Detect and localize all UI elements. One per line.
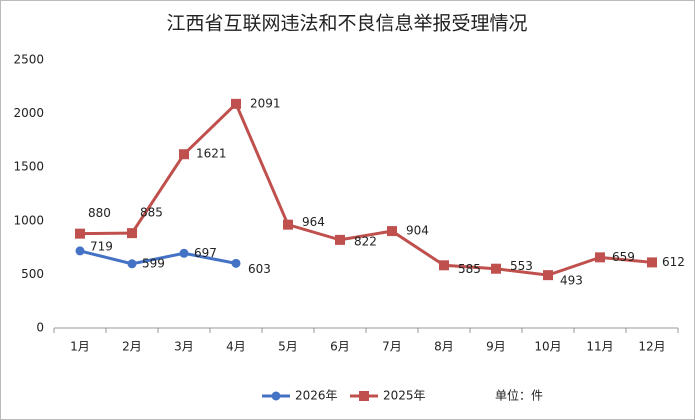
data-label: 2091 [250, 96, 281, 110]
marker [439, 260, 449, 271]
marker [283, 219, 293, 230]
data-label: 603 [248, 262, 271, 276]
x-tick-label: 1月 [70, 340, 90, 354]
x-tick-label: 6月 [330, 340, 350, 354]
data-label: 1621 [196, 147, 227, 161]
chart-title: 江西省互联网违法和不良信息举报受理情况 [166, 13, 527, 35]
x-tick-label: 4月 [226, 340, 246, 354]
y-tick-label: 2000 [13, 106, 44, 120]
data-label: 719 [90, 239, 113, 253]
x-tick-label: 11月 [586, 340, 613, 354]
data-label: 904 [406, 224, 429, 238]
x-tick-label: 5月 [278, 340, 298, 354]
data-label: 885 [140, 206, 163, 220]
x-tick-label: 10月 [534, 340, 561, 354]
marker [595, 252, 605, 263]
legend-marker [271, 391, 281, 401]
legend-label: 2025年 [383, 389, 426, 403]
x-tick-label: 2月 [122, 340, 142, 354]
marker [127, 259, 137, 269]
y-tick-label: 1500 [13, 160, 44, 174]
marker [231, 98, 241, 109]
legend-marker [359, 391, 369, 401]
x-tick-label: 8月 [434, 340, 454, 354]
data-label: 659 [612, 250, 635, 264]
x-tick-label: 9月 [486, 340, 506, 354]
marker [75, 228, 85, 239]
data-label: 880 [88, 206, 111, 220]
marker [231, 258, 241, 268]
marker [75, 246, 85, 256]
series-line [79, 101, 653, 277]
data-label: 585 [458, 262, 481, 276]
data-label: 964 [302, 215, 325, 229]
marker [335, 234, 345, 245]
data-label: 697 [194, 246, 217, 260]
marker [491, 263, 501, 274]
y-tick-label: 500 [21, 267, 44, 281]
data-label: 493 [560, 274, 583, 288]
y-tick-label: 2500 [13, 53, 44, 67]
y-tick-label: 1000 [13, 213, 44, 227]
marker [179, 149, 189, 160]
marker [387, 226, 397, 237]
x-tick-label: 12月 [638, 340, 665, 354]
series-line [79, 249, 237, 266]
marker [647, 257, 657, 268]
marker [179, 248, 189, 258]
x-tick-label: 7月 [382, 340, 402, 354]
data-label: 599 [142, 256, 165, 270]
data-label: 612 [662, 255, 685, 269]
unit-annotation: 单位：件 [495, 388, 543, 403]
marker [127, 228, 137, 239]
data-label: 822 [354, 234, 377, 248]
y-tick-label: 0 [36, 321, 44, 335]
legend-label: 2026年 [295, 389, 338, 403]
x-tick-label: 3月 [174, 340, 194, 354]
data-label: 553 [510, 259, 533, 273]
marker [543, 270, 553, 281]
